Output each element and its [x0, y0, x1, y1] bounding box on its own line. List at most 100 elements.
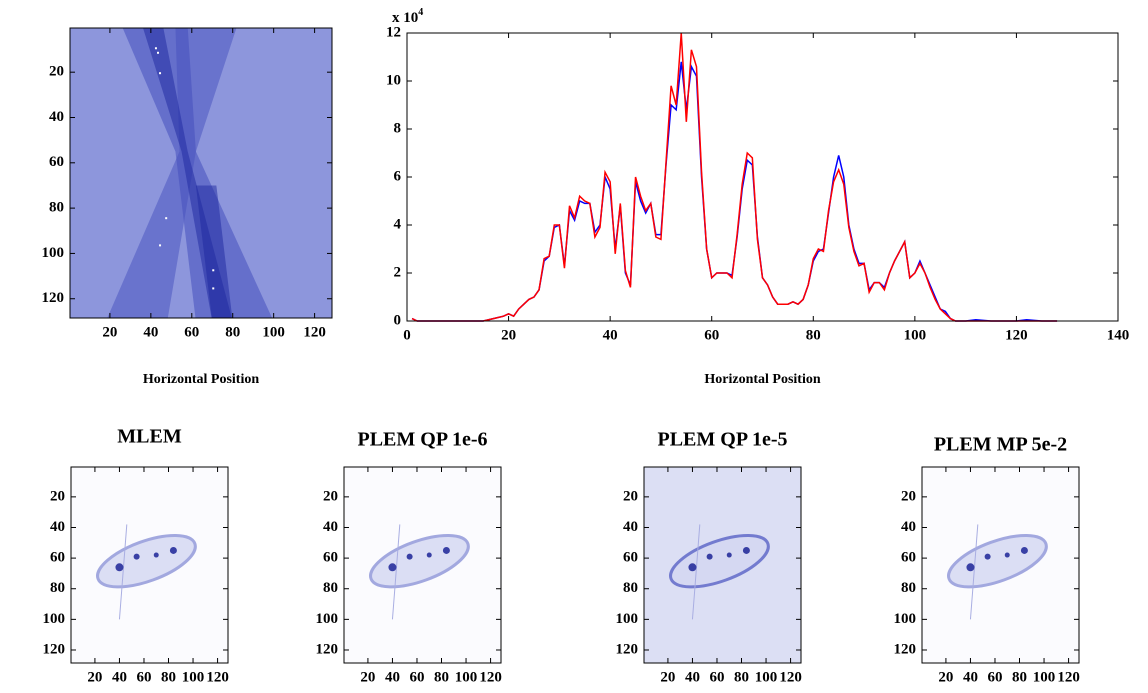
image-content [644, 467, 801, 663]
speck [159, 72, 162, 75]
speck [212, 269, 215, 272]
blob [706, 553, 713, 560]
x-tick-label: 60 [184, 324, 199, 340]
x-tick-label: 140 [1107, 327, 1130, 343]
y-tick-label: 40 [901, 519, 916, 535]
y-tick-label: 60 [323, 550, 338, 566]
y-tick-label: 80 [49, 200, 64, 216]
blob [688, 563, 697, 572]
blob [426, 552, 432, 558]
y-tick-label: 80 [323, 580, 338, 596]
x-tick-label: 120 [1005, 327, 1028, 343]
y-tick-label: 20 [50, 488, 65, 504]
y-tick-label: 12 [386, 24, 401, 40]
y-tick-label: 80 [901, 580, 916, 596]
x-tick-label: 60 [136, 669, 151, 685]
y-tick-label: 20 [323, 488, 338, 504]
x-tick-label: 100 [455, 669, 478, 685]
y-tick-label: 100 [616, 611, 639, 627]
y-tick-label: 100 [894, 611, 917, 627]
y-tick-label: 60 [49, 154, 64, 170]
x-tick-label: 60 [709, 669, 724, 685]
line-series [411, 32, 1058, 322]
x-tick-label: 60 [704, 327, 719, 343]
speck [156, 51, 159, 54]
x-tick-label: 100 [1033, 669, 1056, 685]
panel-title: PLEM MP 5e-2 [934, 434, 1067, 456]
panel-title: MLEM [117, 426, 182, 448]
panel-title: PLEM QP 1e-5 [658, 429, 788, 451]
x-tick-label: 120 [206, 669, 229, 685]
x-tick-label: 120 [779, 669, 802, 685]
x-tick-label: 80 [225, 324, 240, 340]
y-tick-label: 4 [394, 216, 402, 232]
blob [966, 563, 975, 572]
y-tick-label: 100 [316, 611, 339, 627]
y-tick-label: 120 [316, 641, 339, 657]
y-tick-label: 120 [42, 290, 65, 306]
blob [984, 553, 991, 560]
blob [1004, 552, 1010, 558]
x-axis-label: Horizontal Position [143, 372, 259, 387]
axes-box [69, 27, 333, 319]
y-tick-label: 40 [323, 519, 338, 535]
x-tick-label: 40 [112, 669, 127, 685]
y-tick-label: 20 [623, 488, 638, 504]
x-tick-label: 40 [685, 669, 700, 685]
blob [1020, 546, 1028, 554]
x-tick-label: 80 [434, 669, 449, 685]
x-tick-label: 100 [182, 669, 205, 685]
x-tick-label: 20 [501, 327, 516, 343]
y-tick-label: 80 [50, 580, 65, 596]
blob [115, 563, 124, 572]
blob [153, 552, 159, 558]
x-tick-label: 100 [755, 669, 778, 685]
blob [726, 552, 732, 558]
x-tick-label: 120 [303, 324, 326, 340]
y-tick-label: 2 [394, 264, 402, 280]
x-tick-label: 120 [1057, 669, 1080, 685]
blob [169, 546, 177, 554]
streak [691, 524, 701, 620]
image-content [344, 467, 501, 663]
x-tick-label: 20 [938, 669, 953, 685]
blob [388, 563, 397, 572]
y-tick-label: 20 [901, 488, 916, 504]
x-tick-label: 40 [963, 669, 978, 685]
x-tick-label: 0 [403, 327, 411, 343]
x-tick-label: 40 [143, 324, 158, 340]
speck [154, 47, 157, 50]
y-tick-label: 10 [386, 72, 401, 88]
x-tick-label: 120 [479, 669, 502, 685]
image-content [71, 467, 228, 663]
speck [159, 244, 162, 247]
y-tick-label: 8 [394, 120, 402, 136]
x-tick-label: 20 [660, 669, 675, 685]
y-tick-label: 20 [49, 64, 64, 80]
y-tick-label: 100 [42, 245, 65, 261]
x-tick-label: 40 [603, 327, 618, 343]
y-tick-label: 120 [616, 641, 639, 657]
x-tick-label: 80 [734, 669, 749, 685]
image-content [922, 467, 1079, 663]
y-tick-label: 80 [623, 580, 638, 596]
streak [118, 524, 128, 620]
y-tick-label: 60 [901, 550, 916, 566]
y-tick-label: 120 [43, 641, 66, 657]
x-tick-label: 20 [102, 324, 117, 340]
line-series [411, 61, 1058, 322]
blob [442, 546, 450, 554]
x-tick-label: 80 [161, 669, 176, 685]
y-tick-label: 60 [623, 550, 638, 566]
x-tick-label: 100 [262, 324, 285, 340]
x-tick-label: 60 [987, 669, 1002, 685]
blob [406, 553, 413, 560]
x-tick-label: 20 [87, 669, 102, 685]
blob [133, 553, 140, 560]
band [107, 28, 237, 318]
x-tick-label: 20 [360, 669, 375, 685]
y-tick-label: 100 [43, 611, 66, 627]
y-tick-label: 0 [394, 312, 402, 328]
x-tick-label: 40 [385, 669, 400, 685]
y-scale-exponent: 4 [418, 7, 423, 18]
